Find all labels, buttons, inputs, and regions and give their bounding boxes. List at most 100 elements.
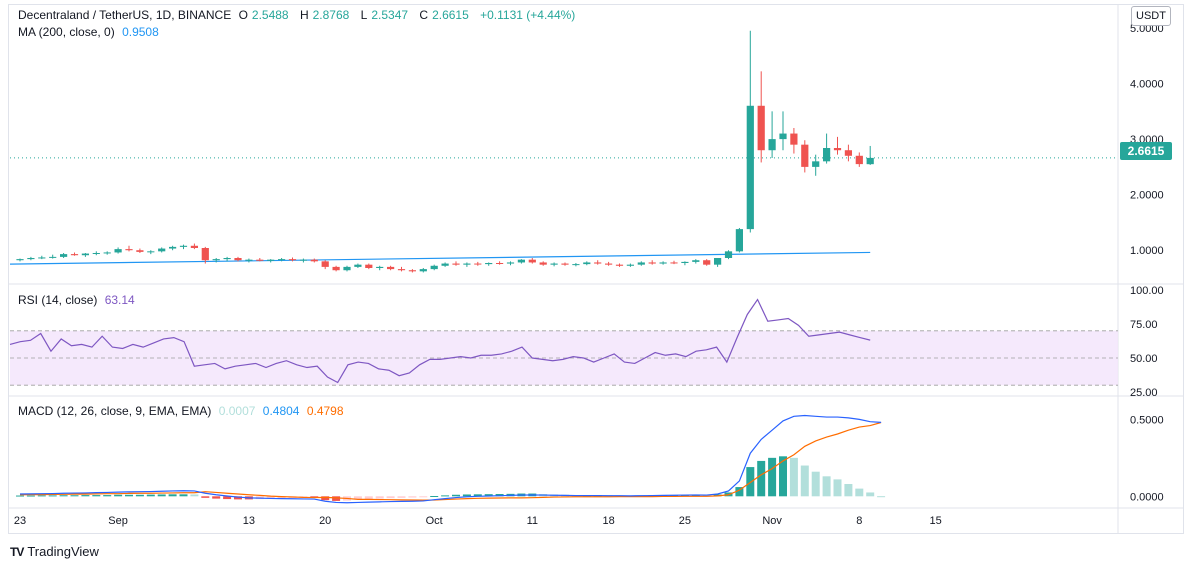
candle-body <box>38 257 46 259</box>
tradingview-logo-icon: TV <box>10 544 24 559</box>
candle-body <box>376 266 384 268</box>
macd-histogram-bar <box>125 494 133 497</box>
macd-legend[interactable]: MACD (12, 26, close, 9, EMA, EMA) 0.0007… <box>18 404 348 418</box>
candle-body <box>463 263 471 265</box>
currency-button[interactable]: USDT <box>1131 6 1171 26</box>
rsi-axis-tick: 100.00 <box>1130 285 1164 297</box>
macd-histogram-bar <box>48 495 57 497</box>
macd-histogram-bar <box>735 487 744 497</box>
price-axis-tick: 1.0000 <box>1130 245 1164 257</box>
macd-histogram-bar <box>441 495 450 497</box>
macd-axis-tick: 0.0000 <box>1130 491 1164 503</box>
time-axis-tick: Oct <box>426 515 443 527</box>
candle-body <box>158 248 166 252</box>
macd-histogram-bar <box>877 496 886 498</box>
macd-histogram-bar <box>473 494 482 497</box>
candle-body <box>746 105 754 230</box>
macd-histogram-bar <box>386 496 395 499</box>
candle-body <box>234 258 242 261</box>
candle-body <box>779 133 787 140</box>
candle-body <box>419 269 427 272</box>
macd-histogram-bar <box>168 494 177 497</box>
ma-value: 0.9508 <box>122 25 159 39</box>
candle-body <box>724 251 733 258</box>
symbol-legend: Decentraland / TetherUS, 1D, BINANCE O 2.… <box>18 8 579 22</box>
macd-histogram-bar <box>59 495 68 497</box>
candle-body <box>681 261 689 263</box>
macd-hist-value: 0.0007 <box>218 404 256 418</box>
ma-label: MA (200, close, 0) <box>18 25 115 39</box>
rsi-axis-tick: 25.00 <box>1130 387 1158 399</box>
brand-logo[interactable]: TV TradingView <box>10 544 99 559</box>
candle-body <box>572 264 580 266</box>
candle-body <box>16 259 24 261</box>
candle-body <box>267 259 275 261</box>
macd-histogram-bar <box>179 494 188 497</box>
macd-histogram-bar <box>855 488 864 497</box>
candle-body <box>539 262 547 265</box>
macd-histogram-bar <box>680 495 689 497</box>
high-value: H 2.8768 <box>299 8 350 22</box>
macd-histogram-bar <box>103 495 112 497</box>
candle-body <box>201 248 209 261</box>
candle-body <box>190 245 198 248</box>
candle-body <box>605 263 613 265</box>
candle-body <box>223 258 231 260</box>
candle-body <box>823 148 831 162</box>
candle-body <box>92 253 100 254</box>
candle-body <box>103 252 111 254</box>
macd-histogram-bar <box>114 494 123 497</box>
macd-histogram-bar <box>866 492 875 497</box>
candle-body <box>528 259 536 263</box>
candle-body <box>212 259 220 261</box>
time-axis-tick: 11 <box>527 515 538 527</box>
candle-body <box>408 270 416 272</box>
macd-histogram-bar <box>92 495 101 497</box>
candle-body <box>648 262 656 264</box>
macd-histogram-bar <box>800 465 809 497</box>
change-value: +0.1131 (+4.44%) <box>480 8 576 22</box>
candle-body <box>397 269 406 271</box>
candle-body <box>179 245 188 247</box>
ma-legend[interactable]: MA (200, close, 0) 0.9508 <box>18 25 163 39</box>
macd-histogram-bar <box>277 496 286 499</box>
macd-histogram-bar <box>452 494 460 497</box>
candle-body <box>365 264 373 268</box>
candle-body <box>517 259 525 263</box>
macd-histogram-bar <box>746 467 755 497</box>
rsi-legend[interactable]: RSI (14, close) 63.14 <box>18 293 139 307</box>
rsi-axis-tick: 75.00 <box>1130 319 1158 331</box>
macd-histogram-bar <box>408 496 417 498</box>
candle-body <box>441 263 449 266</box>
macd-histogram-bar <box>844 484 853 497</box>
candle-body <box>801 144 809 167</box>
candle-body <box>550 263 558 265</box>
macd-histogram-bar <box>779 456 787 497</box>
macd-histogram-bar <box>16 495 24 497</box>
candle-body <box>474 263 482 265</box>
rsi-line <box>9 298 871 384</box>
price-axis-tick: 2.0000 <box>1130 190 1164 202</box>
macd-histogram-bar <box>768 457 777 497</box>
candle-body <box>299 259 307 261</box>
candle-body <box>452 263 460 265</box>
macd-histogram-bar <box>234 496 242 500</box>
macd-histogram-bar <box>157 494 166 497</box>
macd-histogram-bar <box>321 496 330 501</box>
macd-histogram-bar <box>223 496 232 500</box>
candle-body <box>692 260 700 262</box>
candle-body <box>288 259 297 261</box>
candle-body <box>332 266 340 271</box>
candle-body <box>387 266 395 270</box>
macd-histogram-bar <box>484 494 493 497</box>
candle-body <box>81 253 89 256</box>
macd-histogram-bar <box>266 496 275 499</box>
macd-histogram-bar <box>353 496 362 500</box>
macd-label: MACD (12, 26, close, 9, EMA, EMA) <box>18 404 212 418</box>
candle-body <box>496 263 504 264</box>
rsi-axis-tick: 50.00 <box>1130 353 1158 365</box>
macd-histogram-bar <box>702 495 711 497</box>
macd-histogram-bar <box>462 494 471 497</box>
candle-body <box>278 259 286 261</box>
